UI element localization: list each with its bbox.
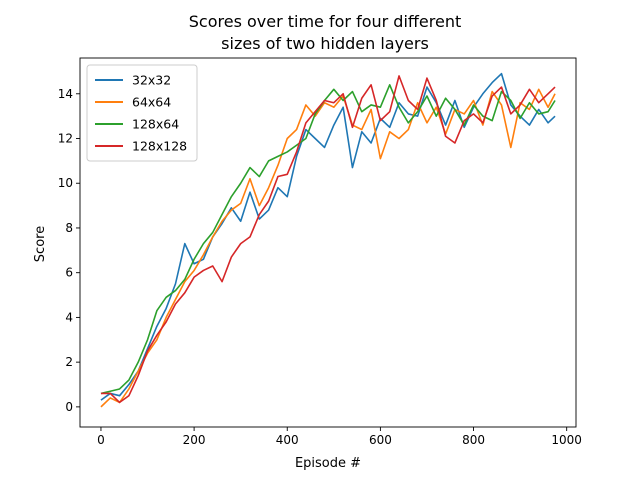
legend-label-128x64: 128x64 bbox=[132, 117, 179, 132]
x-tick-label: 200 bbox=[183, 433, 206, 447]
plot-area: 0 200 400 600 800 1000 0 2 4 6 8 10 12 14 32x32 64x64 12… bbox=[58, 57, 582, 447]
y-tick-label: 10 bbox=[58, 176, 73, 190]
series-line-32x32 bbox=[100, 72, 556, 401]
legend-label-64x64: 64x64 bbox=[132, 95, 171, 110]
series-line-128x64 bbox=[100, 84, 556, 395]
y-axis-label: Score bbox=[33, 226, 48, 262]
axes-frame bbox=[79, 57, 577, 428]
y-tick-label: 6 bbox=[65, 266, 73, 280]
legend-label-128x128: 128x128 bbox=[132, 139, 187, 154]
x-tick-label: 800 bbox=[462, 433, 485, 447]
x-tick-label: 600 bbox=[369, 433, 392, 447]
y-tick-label: 14 bbox=[58, 87, 73, 101]
series-line-128x128 bbox=[100, 75, 556, 404]
x-tick-label: 400 bbox=[276, 433, 299, 447]
x-tick-label: 1000 bbox=[551, 433, 582, 447]
x-axis-label: Episode # bbox=[295, 456, 361, 471]
legend-box bbox=[86, 64, 198, 162]
chart-title-line-2: sizes of two hidden layers bbox=[221, 34, 429, 53]
x-tick-label: 0 bbox=[97, 433, 105, 447]
y-tick-label: 0 bbox=[65, 400, 73, 414]
y-tick-label: 2 bbox=[65, 355, 73, 369]
y-tick-label: 8 bbox=[65, 221, 73, 235]
chart-title-line-1: Scores over time for four different bbox=[189, 12, 462, 31]
y-tick-label: 12 bbox=[58, 132, 73, 146]
y-tick-label: 4 bbox=[65, 310, 73, 324]
legend-label-32x32: 32x32 bbox=[132, 73, 171, 88]
